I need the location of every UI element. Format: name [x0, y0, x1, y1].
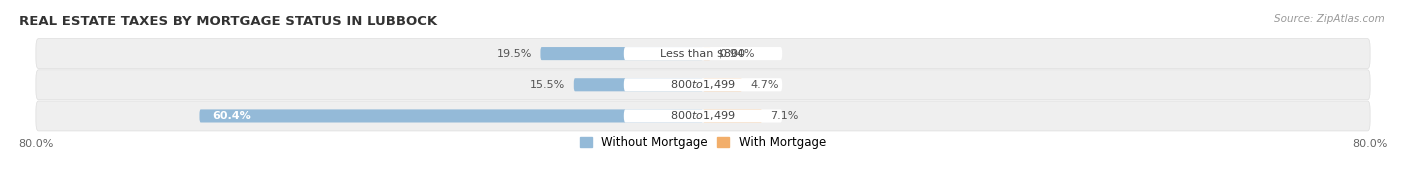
FancyBboxPatch shape — [540, 47, 703, 60]
FancyBboxPatch shape — [574, 78, 703, 91]
Text: 15.5%: 15.5% — [530, 80, 565, 90]
Text: $800 to $1,499: $800 to $1,499 — [671, 78, 735, 91]
Text: 60.4%: 60.4% — [212, 111, 250, 121]
Text: 7.1%: 7.1% — [770, 111, 799, 121]
FancyBboxPatch shape — [200, 109, 703, 122]
FancyBboxPatch shape — [624, 47, 782, 60]
Text: Source: ZipAtlas.com: Source: ZipAtlas.com — [1274, 14, 1385, 24]
FancyBboxPatch shape — [703, 78, 742, 91]
FancyBboxPatch shape — [624, 78, 782, 91]
FancyBboxPatch shape — [703, 109, 762, 122]
FancyBboxPatch shape — [703, 47, 711, 60]
FancyBboxPatch shape — [37, 101, 1369, 131]
Text: 0.94%: 0.94% — [720, 49, 755, 59]
Text: 4.7%: 4.7% — [751, 80, 779, 90]
Text: $800 to $1,499: $800 to $1,499 — [671, 109, 735, 122]
FancyBboxPatch shape — [37, 39, 1369, 69]
Text: Less than $800: Less than $800 — [661, 49, 745, 59]
FancyBboxPatch shape — [624, 109, 782, 122]
Text: 19.5%: 19.5% — [496, 49, 531, 59]
Legend: Without Mortgage, With Mortgage: Without Mortgage, With Mortgage — [581, 136, 825, 149]
Text: REAL ESTATE TAXES BY MORTGAGE STATUS IN LUBBOCK: REAL ESTATE TAXES BY MORTGAGE STATUS IN … — [20, 15, 437, 28]
FancyBboxPatch shape — [37, 70, 1369, 100]
